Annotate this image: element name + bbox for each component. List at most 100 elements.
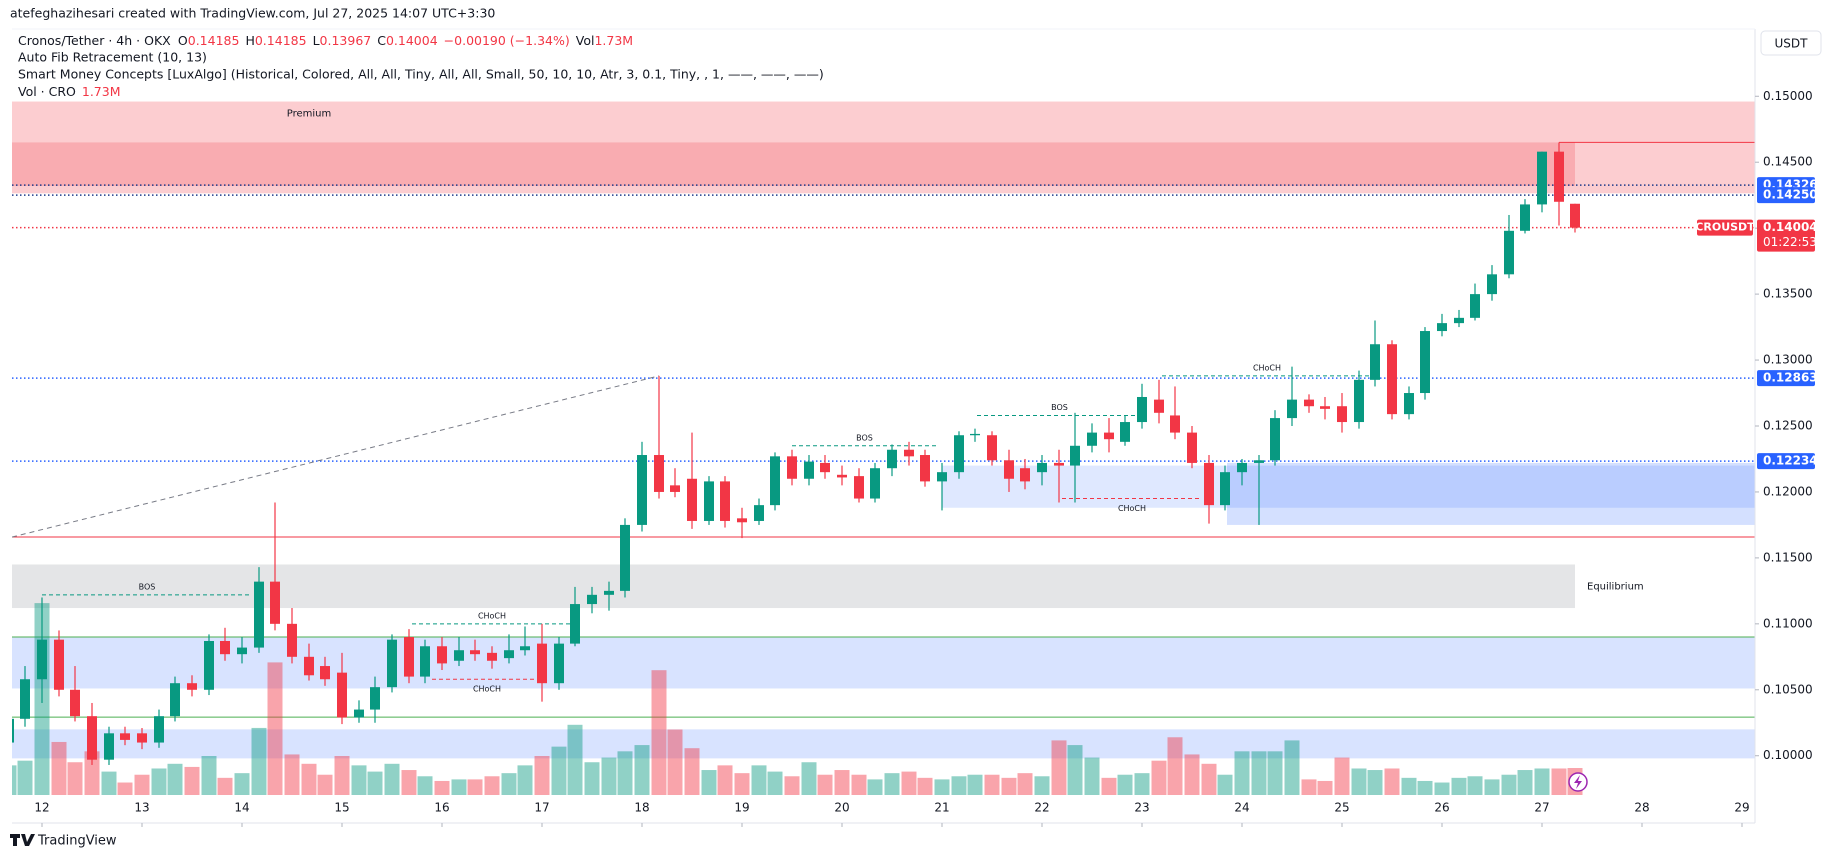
- currency-button-label[interactable]: USDT: [1775, 37, 1809, 51]
- candle-body: [170, 683, 180, 717]
- volume-bar: [384, 763, 400, 795]
- volume-bar: [1417, 780, 1433, 795]
- candle-body: [854, 476, 864, 499]
- ohlc-label: L: [313, 33, 320, 48]
- currency-button[interactable]: [1760, 30, 1822, 56]
- candle-body: [1004, 460, 1014, 479]
- candle-body: [1137, 396, 1147, 423]
- price-badge-label: 0.12863: [1763, 371, 1818, 385]
- candle-body: [1487, 274, 1497, 295]
- volume-bar: [1467, 776, 1483, 795]
- x-tick-label: 22: [1034, 801, 1049, 815]
- brand-name: TradingView: [37, 834, 117, 849]
- zone: [12, 142, 1575, 186]
- candle-body: [804, 461, 814, 479]
- volume-bar: [834, 770, 850, 795]
- candle-body: [904, 449, 914, 457]
- candle-body: [604, 590, 614, 595]
- candle-body: [754, 505, 764, 521]
- candle-body: [1170, 415, 1180, 433]
- candle-body: [404, 637, 414, 677]
- candle-body: [287, 623, 297, 657]
- volume-bar: [1534, 768, 1550, 795]
- candle-body: [1087, 432, 1097, 446]
- y-tick-label: 0.11000: [1763, 616, 1813, 630]
- candle-body: [487, 652, 497, 661]
- volume-bar: [267, 662, 283, 795]
- volume-bar: [534, 756, 550, 795]
- volume-bar: [51, 741, 67, 795]
- candle-body: [1054, 462, 1064, 466]
- candle-body: [937, 472, 947, 482]
- candle-body: [87, 716, 97, 760]
- ohlc-label: C: [377, 33, 386, 48]
- x-tick-label: 21: [934, 801, 949, 815]
- credit-line: atefeghazihesari created with TradingVie…: [10, 6, 495, 21]
- x-tick-label: 27: [1534, 801, 1549, 815]
- zone: [942, 465, 1755, 508]
- vol-value: 1.73M: [594, 33, 633, 48]
- volume-bar: [1384, 768, 1400, 795]
- candle-body: [1337, 406, 1347, 423]
- x-tick-label: 23: [1134, 801, 1149, 815]
- y-tick-label: 0.11500: [1763, 550, 1813, 564]
- candle-body: [37, 639, 47, 680]
- alert-icon-bolt: [1574, 775, 1582, 789]
- candle-body: [20, 679, 30, 719]
- volume-bar: [551, 746, 567, 795]
- x-tick-label: 17: [534, 801, 549, 815]
- volume-bar: [467, 779, 483, 795]
- volume-bar: [1117, 774, 1133, 795]
- ohlc-value: 0.14185: [255, 33, 307, 48]
- volume-bar: [67, 762, 83, 795]
- structure-label: BOS: [856, 433, 873, 442]
- x-tick-label: 12: [34, 801, 49, 815]
- volume-bar: [234, 773, 250, 795]
- x-tick-label: 19: [734, 801, 749, 815]
- candle-body: [220, 640, 230, 655]
- volume-bar: [151, 768, 167, 795]
- candle-body: [237, 647, 247, 655]
- volume-bar: [1251, 751, 1267, 795]
- volume-bar: [1201, 763, 1217, 795]
- x-tick-label: 29: [1734, 801, 1749, 815]
- volume-bar: [851, 774, 867, 795]
- symbol-tag-label: CROUSDT: [1695, 221, 1755, 234]
- volume-bar: [601, 757, 617, 795]
- candle-body: [1437, 323, 1447, 332]
- candle-body: [454, 650, 464, 661]
- candle-body: [670, 485, 680, 492]
- candle-body: [554, 643, 564, 684]
- current-price-badge: [1757, 219, 1815, 252]
- x-tick-label: 14: [234, 801, 249, 815]
- x-tick-label: 15: [334, 801, 349, 815]
- candle-body: [570, 604, 580, 644]
- candle-body: [1270, 418, 1280, 461]
- volume-bar: [184, 766, 200, 795]
- candle-body: [587, 594, 597, 605]
- candle-body: [1520, 204, 1530, 231]
- candle-body: [1420, 331, 1430, 394]
- fib-line: [12, 375, 660, 538]
- zone: [12, 729, 1755, 759]
- candle-body: [870, 468, 880, 499]
- price-badge: [1757, 370, 1815, 387]
- candle-body: [204, 640, 214, 690]
- zone: [12, 637, 1755, 689]
- x-tick-label: 26: [1434, 801, 1449, 815]
- candle-body: [837, 474, 847, 478]
- volume-bar: [717, 765, 733, 795]
- plot-area: Premium BOS CHoCH CHoCH BOS BOS CHoCH CHoCH: [12, 101, 1755, 795]
- volume-bar: [1017, 773, 1033, 795]
- volume-bar: [1034, 776, 1050, 795]
- volume-bar: [817, 774, 833, 795]
- y-tick-label: 0.10500: [1763, 682, 1813, 696]
- candle-body: [770, 456, 780, 506]
- countdown: 01:22:53: [1763, 235, 1817, 249]
- candle-body: [620, 524, 630, 591]
- volume-bar: [917, 777, 933, 795]
- candle-body: [187, 683, 197, 690]
- candle-body: [1470, 294, 1480, 318]
